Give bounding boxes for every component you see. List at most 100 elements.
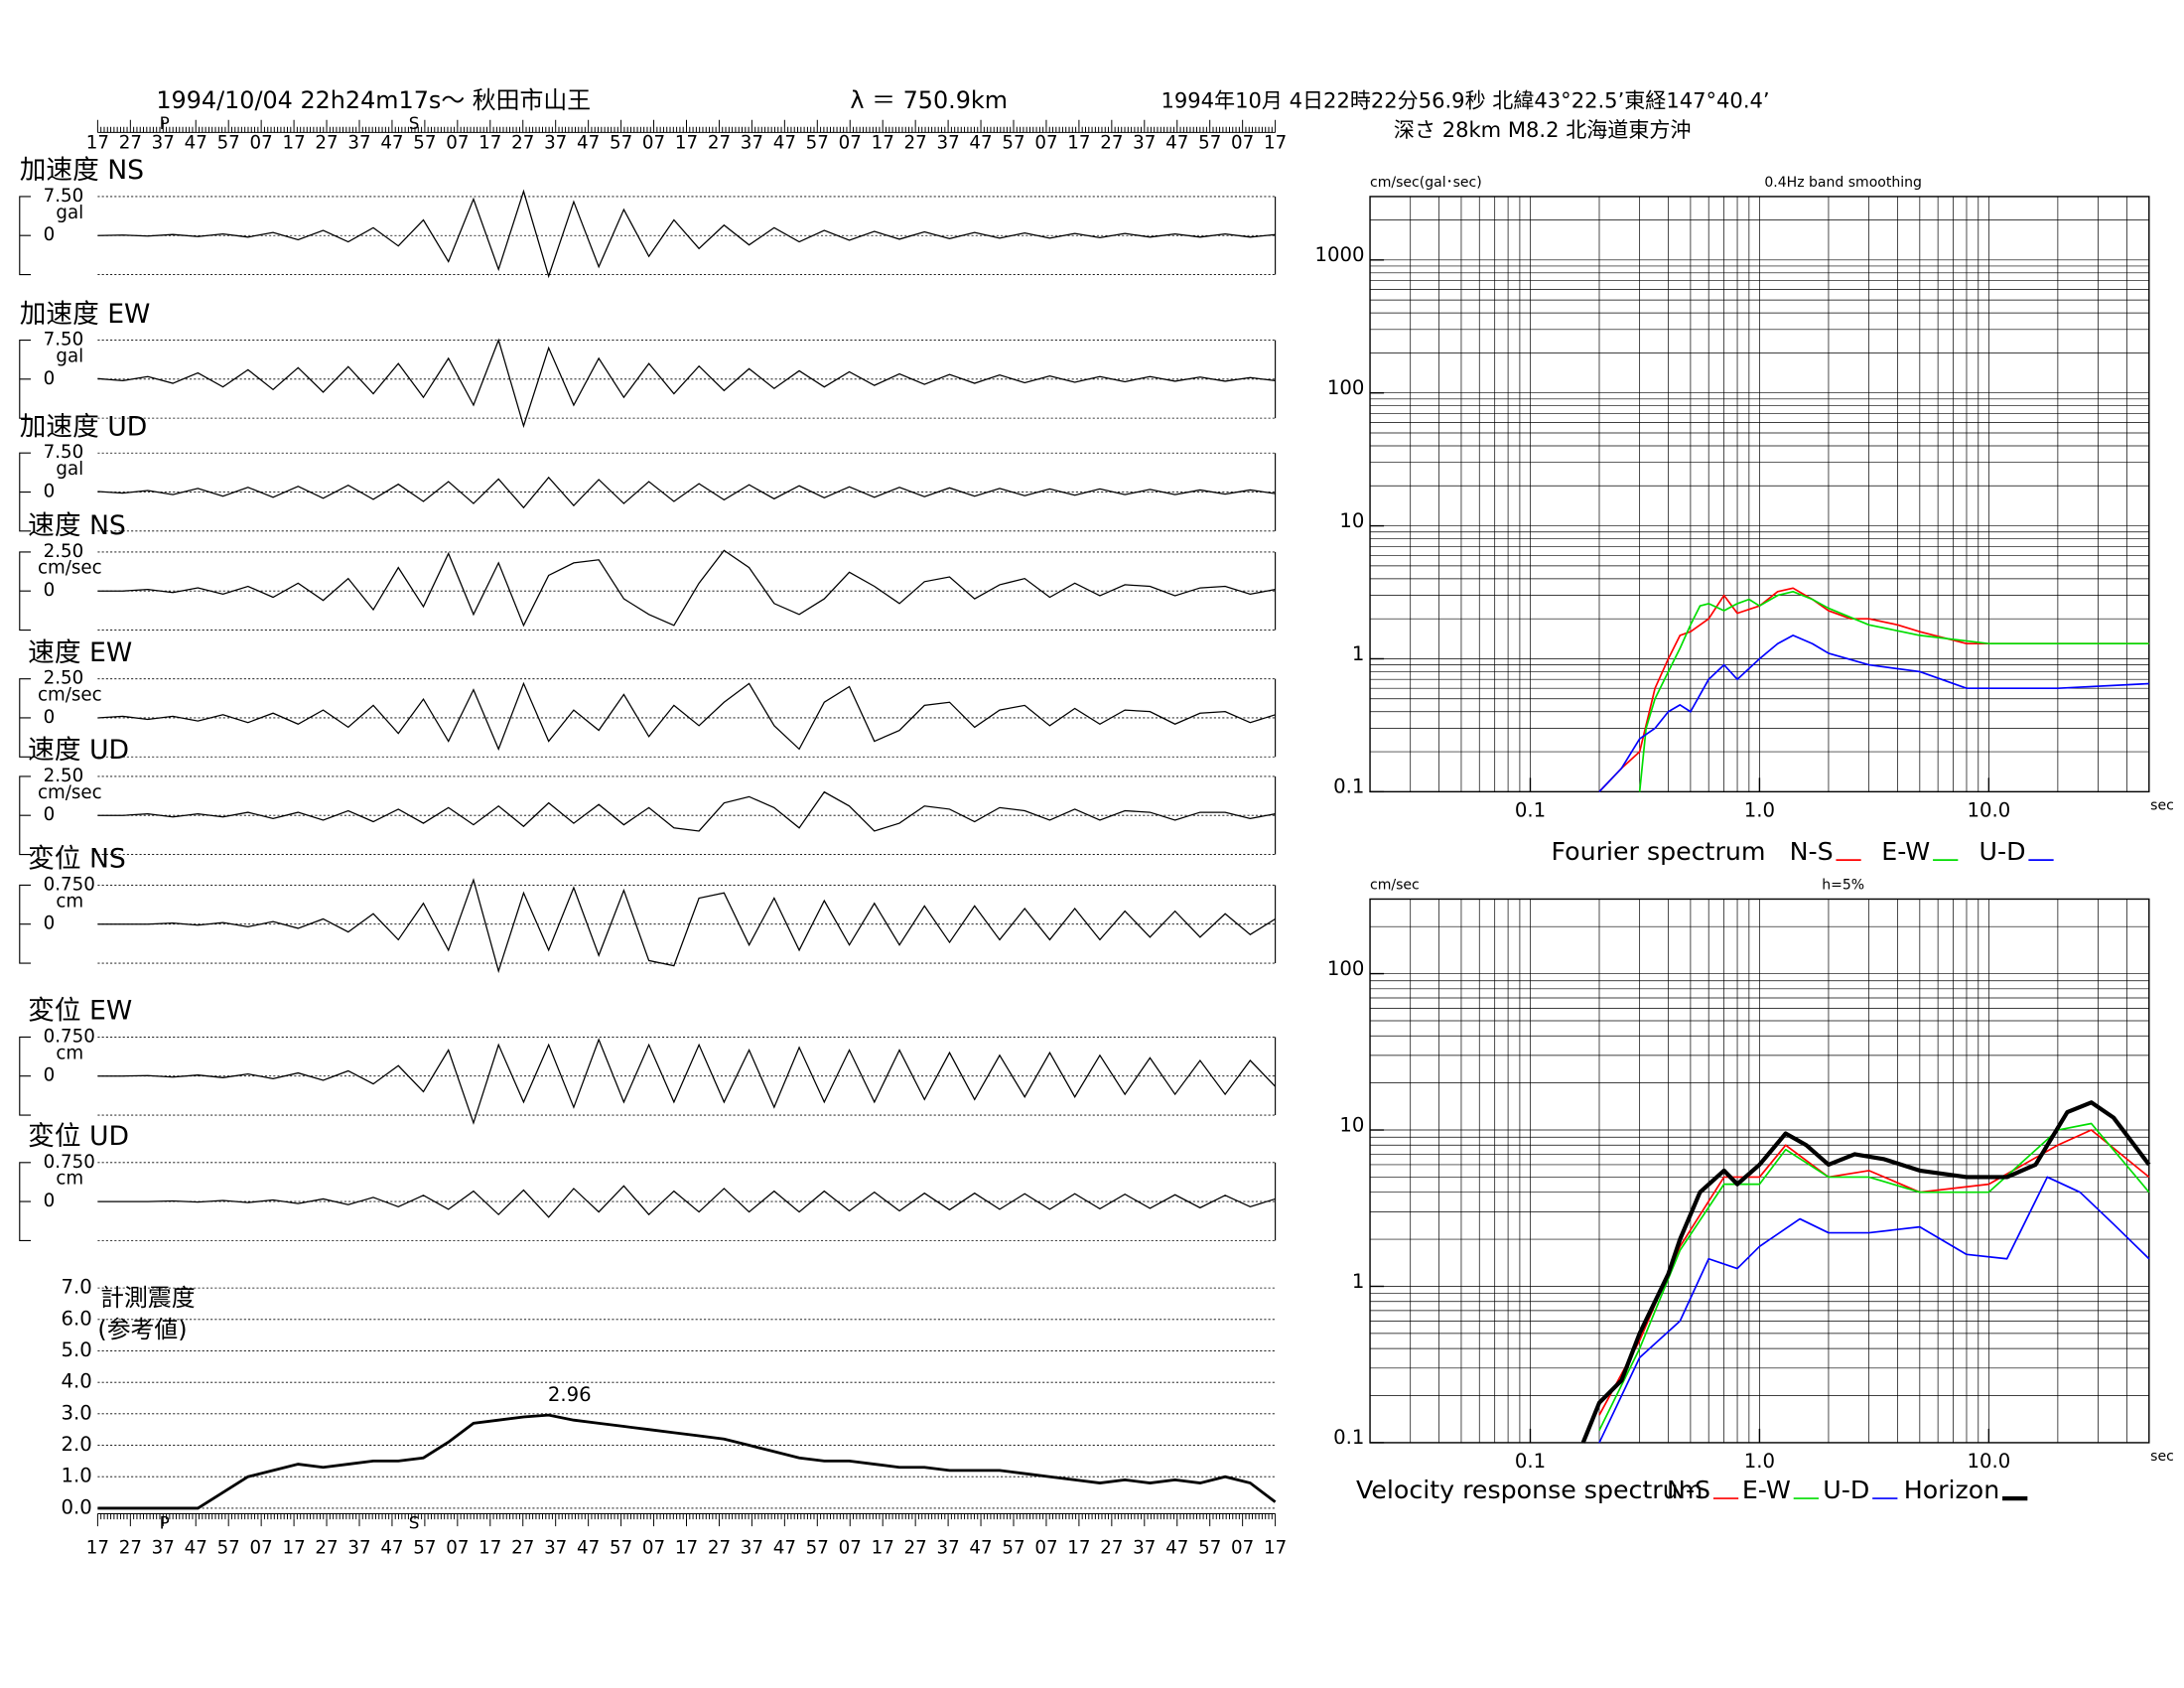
legend-label: Horizon [1904,1476,2000,1504]
legend-label: N-S [1790,837,1834,866]
time-label: 27 [119,1538,142,1559]
y-tick-label: 0 [44,1191,56,1211]
frame-bracket [19,884,32,964]
x-tick-label: 1.0 [1744,799,1775,822]
trace-unit: cm [56,1169,83,1190]
time-label: 07 [250,133,273,154]
y-tick-label: 7.50 [44,442,84,463]
time-label: 47 [380,1538,403,1559]
time-label: 37 [152,133,175,154]
y-tick-label: 0 [44,224,56,245]
spectrum-line [1598,1129,2150,1416]
time-label: 27 [315,1538,338,1559]
time-label: 27 [315,133,338,154]
time-label: 27 [1100,133,1123,154]
time-label: 37 [544,1538,567,1559]
legend-title: Velocity response spectrum [1356,1476,1703,1504]
time-label: 57 [1198,1538,1221,1559]
time-label: 17 [1067,133,1090,154]
time-label: 17 [478,1538,501,1559]
time-label: 47 [969,1538,992,1559]
x-tick-label: 10.0 [1967,1450,2010,1473]
time-label: 27 [511,1538,534,1559]
trace-title: 加速度 NS [20,155,144,186]
time-label: 17 [675,133,698,154]
frame-bracket [19,339,32,419]
spectrum-line [1580,1100,2151,1444]
time-label: 37 [741,133,763,154]
time-label: 47 [380,133,403,154]
y-tick-label: 0.1 [1333,1426,1364,1449]
y-tick-label: 0 [44,914,56,934]
time-label: 17 [478,133,501,154]
time-label: 57 [1002,1538,1024,1559]
phase-marker: P [160,113,170,133]
time-label: 57 [610,133,632,154]
trace-unit: cm/sec [38,782,102,803]
time-label: 47 [577,133,600,154]
frame-bracket [19,196,32,276]
y-tick-label: 0 [44,368,56,389]
time-label: 37 [347,1538,370,1559]
y-tick-label: 0 [44,707,56,728]
time-label: 17 [675,1538,698,1559]
time-label: 47 [1165,1538,1188,1559]
time-label: 17 [86,1538,109,1559]
y-tick-label: 1000 [1314,243,1364,266]
y-tick-label: 10 [1339,1113,1364,1136]
time-label: 57 [413,1538,436,1559]
frame-bracket [19,1162,32,1241]
waveform [97,338,1276,429]
time-label: 37 [152,1538,175,1559]
time-label: 57 [1198,133,1221,154]
trace-title: 変位 UD [28,1121,129,1152]
waveform [97,681,1276,752]
y-tick-label: 1.0 [62,1465,92,1487]
waveform [97,790,1276,832]
trace-title: 加速度 EW [20,299,151,330]
y-tick-label: 5.0 [62,1338,92,1361]
frame-bracket [19,551,32,632]
phase-marker: S [409,1512,420,1532]
trace-unit: cm [56,1043,83,1063]
legend-label: N-S [1667,1476,1710,1504]
time-label: 37 [1133,133,1156,154]
time-label: 07 [839,1538,862,1559]
trace-title: 速度 UD [28,735,129,766]
time-label: 07 [1231,133,1254,154]
y-tick-label: 0 [44,580,56,601]
trace-unit: cm [56,891,83,912]
x-unit: sec [2150,1449,2174,1465]
time-label: 57 [217,1538,240,1559]
y-tick-label: 1 [1352,1270,1365,1293]
time-label: 47 [577,1538,600,1559]
legend-label: E-W [1881,837,1930,866]
time-label: 07 [446,1538,469,1559]
time-label: 47 [185,1538,207,1559]
time-label: 57 [806,1538,829,1559]
time-label: 07 [642,133,665,154]
y-tick-label: 0.750 [44,874,95,895]
legend-title: Fourier spectrum [1552,837,1766,866]
epicentral-distance: λ ＝ 750.9km [850,86,1008,114]
frame-bracket [19,775,32,856]
y-tick-label: 0.0 [62,1495,92,1518]
time-label: 57 [217,133,240,154]
time-label: 17 [86,133,109,154]
time-label: 07 [839,133,862,154]
event-info: 1994年10月 4日22時22分56.9秒 北緯43°22.5’東経147°4… [1160,87,1769,112]
time-label: 37 [936,1538,959,1559]
time-label: 07 [1034,133,1057,154]
legend-label: U-D [1979,837,2026,866]
phase-marker: P [160,1512,170,1532]
phase-marker: S [409,113,420,133]
x-unit: sec [2150,797,2174,813]
frame-bracket [19,678,32,758]
time-label: 27 [708,133,731,154]
waveform [97,1185,1276,1218]
waveform [97,1038,1277,1125]
trace-unit: cm/sec [38,684,102,705]
time-ruler [96,1513,1277,1527]
time-label: 07 [250,1538,273,1559]
